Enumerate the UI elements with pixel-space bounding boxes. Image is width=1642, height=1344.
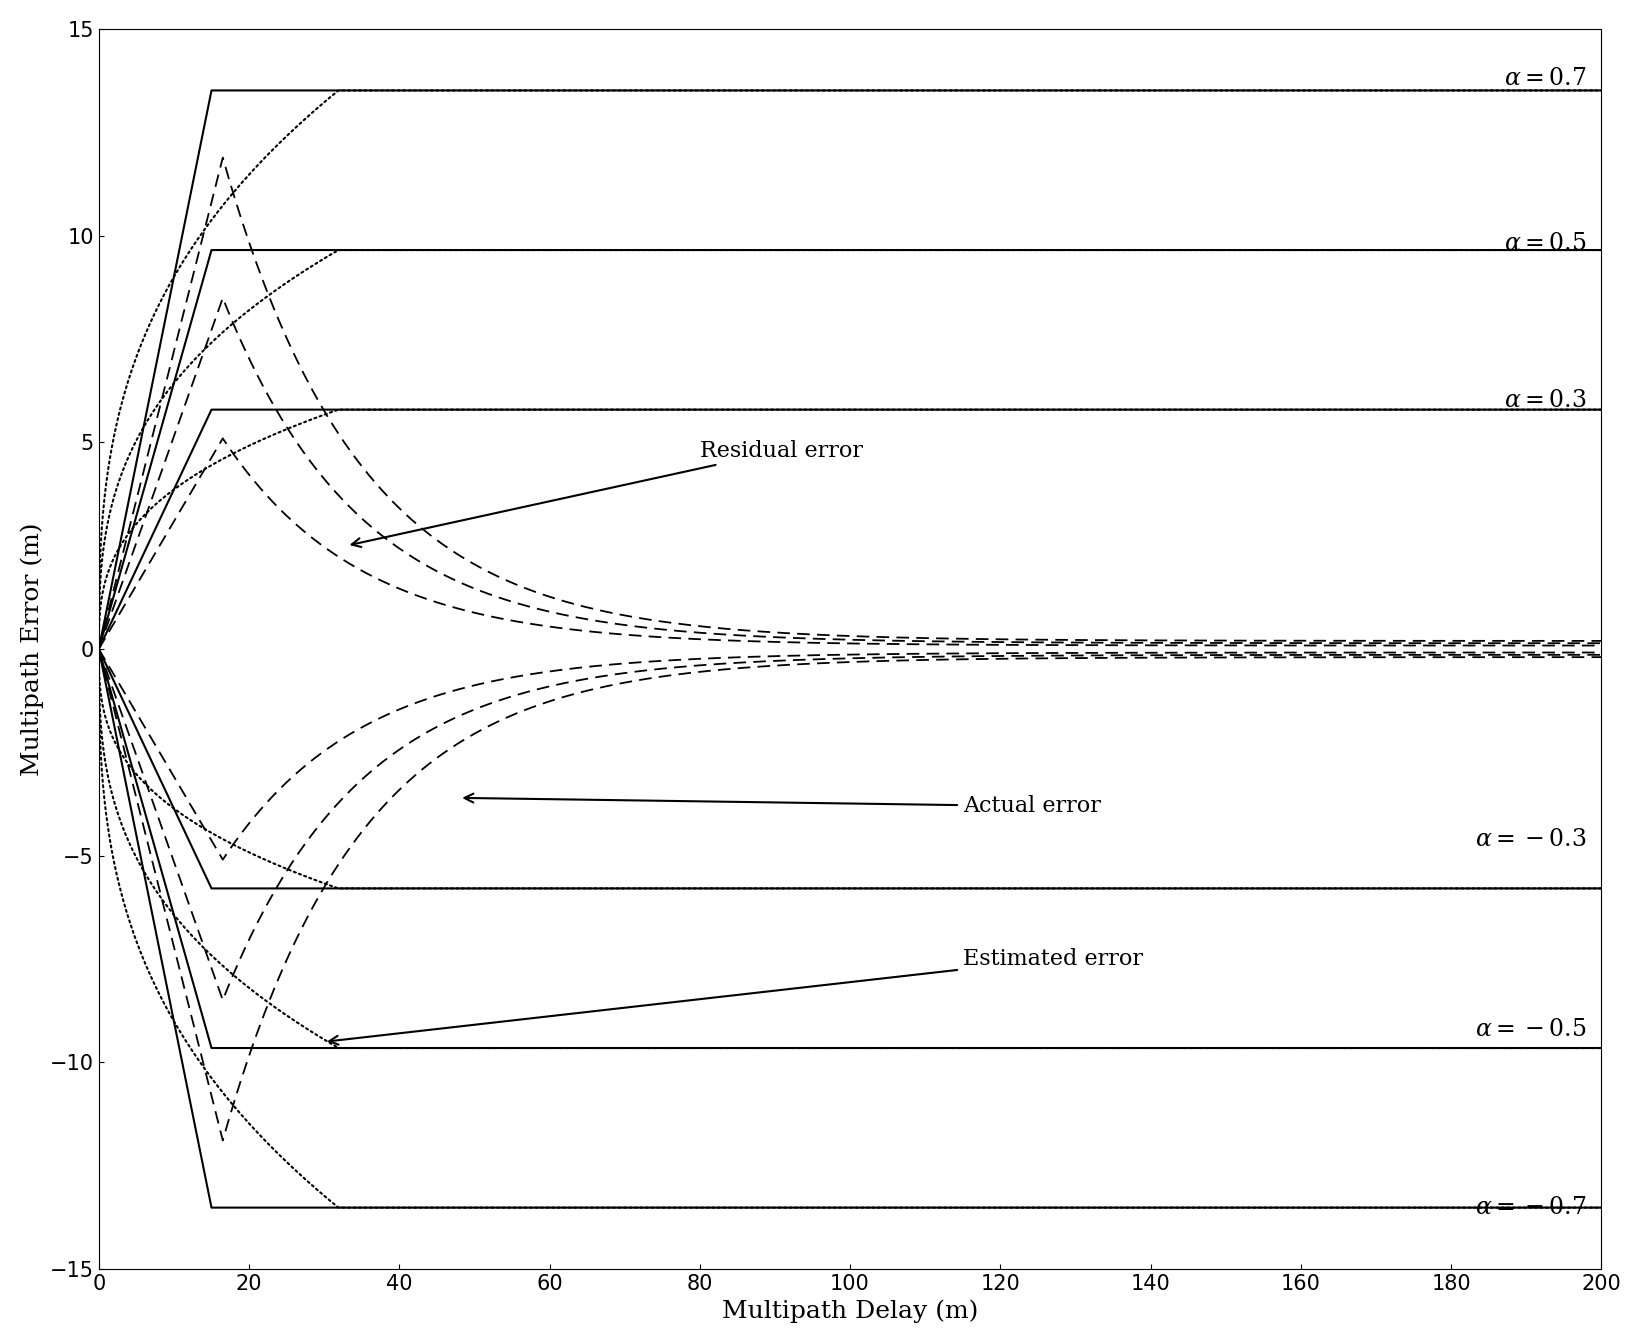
Text: Estimated error: Estimated error [330,948,1143,1044]
X-axis label: Multipath Delay (m): Multipath Delay (m) [722,1300,979,1322]
Text: $\alpha = -0.7$: $\alpha = -0.7$ [1475,1196,1586,1219]
Text: $\alpha = 0.5$: $\alpha = 0.5$ [1504,233,1586,255]
Text: $\alpha = -0.5$: $\alpha = -0.5$ [1475,1017,1586,1040]
Text: $\alpha = 0.7$: $\alpha = 0.7$ [1504,67,1586,90]
Text: Actual error: Actual error [465,793,1100,817]
Text: $\alpha = 0.3$: $\alpha = 0.3$ [1504,390,1586,413]
Text: $\alpha = -0.3$: $\alpha = -0.3$ [1475,828,1586,851]
Y-axis label: Multipath Error (m): Multipath Error (m) [21,523,44,775]
Text: Residual error: Residual error [351,439,862,547]
